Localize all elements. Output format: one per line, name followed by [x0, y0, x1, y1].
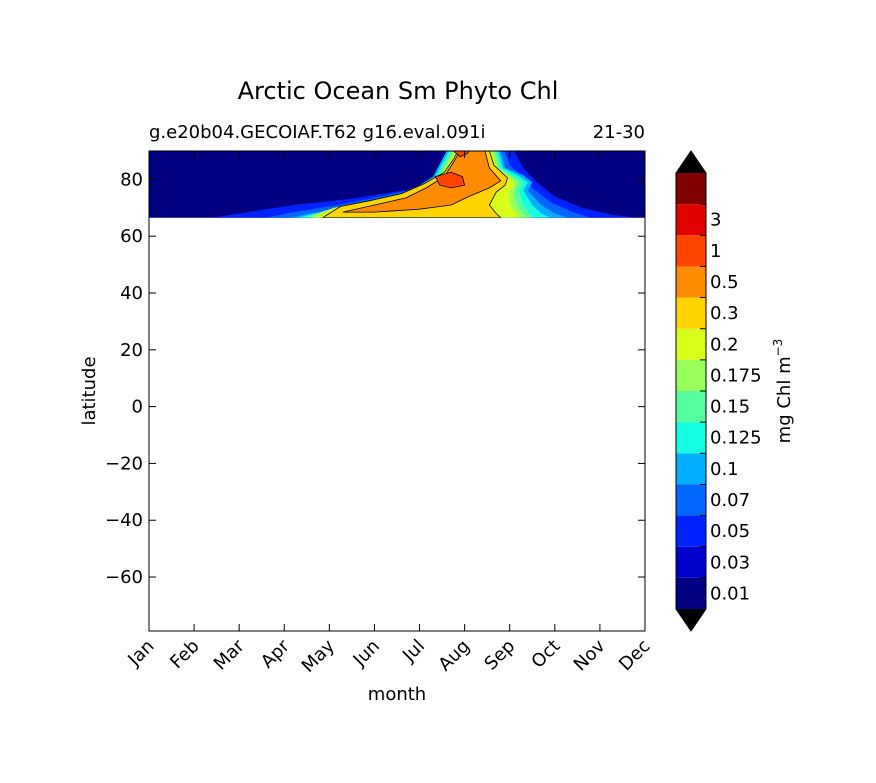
colorbar-segment-7 [676, 359, 706, 391]
plot-area [148, 150, 646, 632]
contour-band-10 [452, 151, 470, 158]
chart-title: Arctic Ocean Sm Phyto Chl [238, 77, 559, 105]
chart-subtitle-right: 21-30 [593, 122, 645, 143]
colorbar-label-exponent: −3 [771, 339, 785, 357]
colorbar-label: mg Chl m−3 [771, 339, 795, 444]
x-tick-label-5: Jun [349, 636, 384, 671]
colorbar-label-4: 0.1 [710, 459, 739, 480]
y-tick-label-1: 60 [120, 226, 143, 247]
x-tick-label-1: Feb [166, 636, 203, 673]
x-tick-label-7: Aug [434, 636, 474, 676]
contour-band-9 [434, 171, 466, 189]
colorbar-label-0: 0.01 [710, 583, 750, 604]
colorbar: 0.01 0.03 0.05 0.07 0.1 0.125 0.15 0.175 0.2 0.3 0… [675, 150, 762, 632]
colorbar-segment-9 [676, 297, 706, 329]
y-tick-label-7: −60 [105, 567, 143, 588]
colorbar-segment-13 [676, 173, 706, 205]
colorbar-segment-0 [676, 577, 706, 609]
colorbar-label-1: 0.03 [710, 552, 750, 573]
x-tick-label-3: Apr [257, 635, 294, 672]
colorbar-segment-4 [676, 453, 706, 485]
x-tick-label-8: Sep [480, 636, 519, 675]
y-tick-label-3: 20 [120, 340, 143, 361]
chart-subtitle-left: g.e20b04.GECOIAF.T62 g16.eval.091i [149, 122, 486, 143]
colorbar-label-2: 0.05 [710, 521, 750, 542]
y-axis-label: latitude [79, 356, 100, 425]
x-tick-label-10: Nov [570, 635, 610, 675]
colorbar-label-5: 0.125 [710, 428, 762, 449]
colorbar-outline [675, 150, 707, 632]
colorbar-label-12: 3 [710, 210, 721, 231]
colorbar-label-6: 0.15 [710, 397, 750, 418]
colorbar-segment-3 [676, 484, 706, 516]
colorbar-segment-10 [676, 266, 706, 298]
colorbar-label-10: 0.5 [710, 272, 739, 293]
colorbar-label-7: 0.175 [710, 365, 762, 386]
x-axis-label: month [368, 684, 426, 705]
x-tick-label-2: Mar [210, 635, 249, 674]
y-tick-label-6: −40 [105, 510, 143, 531]
x-axis: Jan Feb Mar Apr May Jun Jul Aug Sep Oct Nov Dec [123, 151, 655, 677]
colorbar-label-9: 0.3 [710, 303, 739, 324]
y-axis: 80 60 40 20 0 −20 −40 −60 [105, 169, 645, 588]
colorbar-label-11: 1 [710, 241, 721, 262]
y-tick-label-2: 40 [120, 283, 143, 304]
colorbar-segment-5 [676, 422, 706, 454]
x-tick-label-11: Dec [615, 636, 654, 675]
x-tick-label-0: Jan [123, 636, 158, 671]
colorbar-segment-2 [676, 515, 706, 547]
colorbar-extend-max [676, 151, 706, 173]
colorbar-segment-11 [676, 235, 706, 267]
colorbar-label-text: mg Chl m [774, 356, 795, 443]
colorbar-segment-12 [676, 204, 706, 236]
contour-band-8 [342, 151, 502, 213]
y-tick-label-5: −20 [105, 453, 143, 474]
colorbar-segment-1 [676, 546, 706, 578]
x-tick-label-9: Oct [527, 636, 564, 673]
colorbar-label-8: 0.2 [710, 334, 739, 355]
y-tick-label-0: 80 [120, 169, 143, 190]
y-tick-label-4: 0 [132, 397, 143, 418]
colorbar-extend-min [676, 609, 706, 631]
plot-frame [148, 150, 646, 632]
colorbar-segment-6 [676, 391, 706, 423]
x-tick-label-4: May [298, 635, 339, 676]
x-tick-label-6: Jul [398, 636, 429, 667]
colorbar-label-3: 0.07 [710, 490, 750, 511]
colorbar-segment-8 [676, 328, 706, 360]
